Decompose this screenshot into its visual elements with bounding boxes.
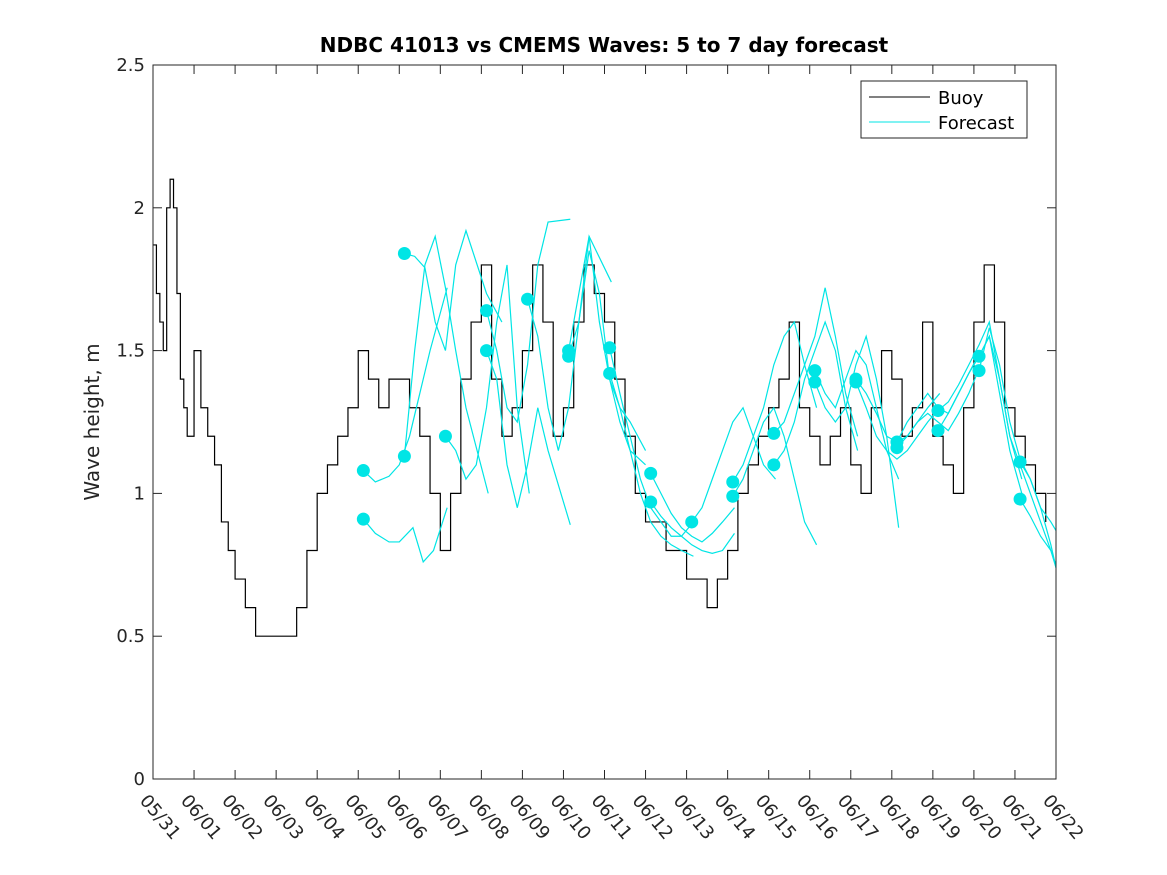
forecast-point bbox=[808, 375, 822, 389]
forecast-line bbox=[732, 320, 818, 483]
forecast-line bbox=[732, 406, 818, 546]
forecast-point bbox=[849, 375, 863, 389]
forecast-point bbox=[726, 475, 740, 489]
forecast-point bbox=[397, 246, 411, 260]
y-tick-label: 0 bbox=[134, 769, 145, 790]
forecast-line bbox=[485, 350, 571, 525]
forecast-point bbox=[1013, 455, 1027, 469]
forecast-line bbox=[1019, 498, 1057, 568]
forecast-point bbox=[603, 341, 617, 355]
forecast-point bbox=[397, 449, 411, 463]
y-tick-label: 1 bbox=[134, 483, 145, 504]
y-tick-label: 0.5 bbox=[116, 626, 145, 647]
forecast-line bbox=[526, 234, 612, 451]
forecast-line bbox=[691, 406, 776, 523]
y-tick-label: 2.5 bbox=[116, 55, 145, 76]
forecast-point bbox=[767, 426, 781, 440]
forecast-point bbox=[931, 424, 945, 438]
y-tick-label: 1.5 bbox=[116, 341, 145, 362]
y-tick-label: 2 bbox=[134, 198, 145, 219]
forecast-point bbox=[685, 515, 699, 529]
chart-title: NDBC 41013 vs CMEMS Waves: 5 to 7 day fo… bbox=[320, 33, 889, 57]
plot-area bbox=[153, 65, 1056, 779]
forecast-point bbox=[726, 489, 740, 503]
forecast-line bbox=[814, 334, 900, 528]
forecast-point bbox=[890, 441, 904, 455]
forecast-line bbox=[855, 381, 941, 460]
buoy-series bbox=[153, 178, 1047, 637]
forecast-line bbox=[814, 349, 900, 480]
legend-box bbox=[860, 80, 1028, 139]
forecast-line bbox=[650, 501, 735, 554]
forecast-point bbox=[356, 464, 370, 478]
forecast-point bbox=[808, 364, 822, 378]
forecast-line bbox=[650, 473, 735, 543]
forecast-point bbox=[767, 458, 781, 472]
forecast-point bbox=[603, 366, 617, 380]
legend-label-buoy: Buoy bbox=[938, 88, 984, 109]
forecast-line bbox=[404, 228, 503, 351]
forecast-point bbox=[972, 364, 986, 378]
forecast-line bbox=[444, 264, 530, 494]
buoy-line bbox=[153, 178, 1047, 637]
forecast-point bbox=[644, 495, 658, 509]
y-axis: 0 0.5 1 1.5 2 2.5 bbox=[116, 55, 1056, 790]
y-axis-label: Wave height, m bbox=[80, 343, 104, 500]
forecast-point bbox=[479, 344, 493, 358]
forecast-line bbox=[1019, 461, 1057, 531]
forecast-point bbox=[972, 349, 986, 363]
forecast-point bbox=[562, 344, 576, 358]
forecast-point bbox=[644, 466, 658, 480]
forecast-line bbox=[896, 364, 982, 449]
forecast-line bbox=[773, 287, 859, 437]
legend: Buoy Forecast bbox=[860, 80, 1028, 139]
forecast-point bbox=[479, 304, 493, 318]
forecast-line bbox=[403, 234, 489, 494]
forecast-line bbox=[609, 373, 694, 557]
forecast-point bbox=[521, 292, 535, 306]
forecast-line bbox=[485, 218, 571, 424]
forecast-point bbox=[1013, 492, 1027, 506]
legend-label-forecast: Forecast bbox=[938, 113, 1014, 134]
forecast-point bbox=[356, 512, 370, 526]
forecast-line bbox=[362, 507, 448, 564]
forecast-point bbox=[931, 404, 945, 418]
forecast-markers bbox=[356, 246, 1027, 529]
forecast-point bbox=[438, 429, 452, 443]
